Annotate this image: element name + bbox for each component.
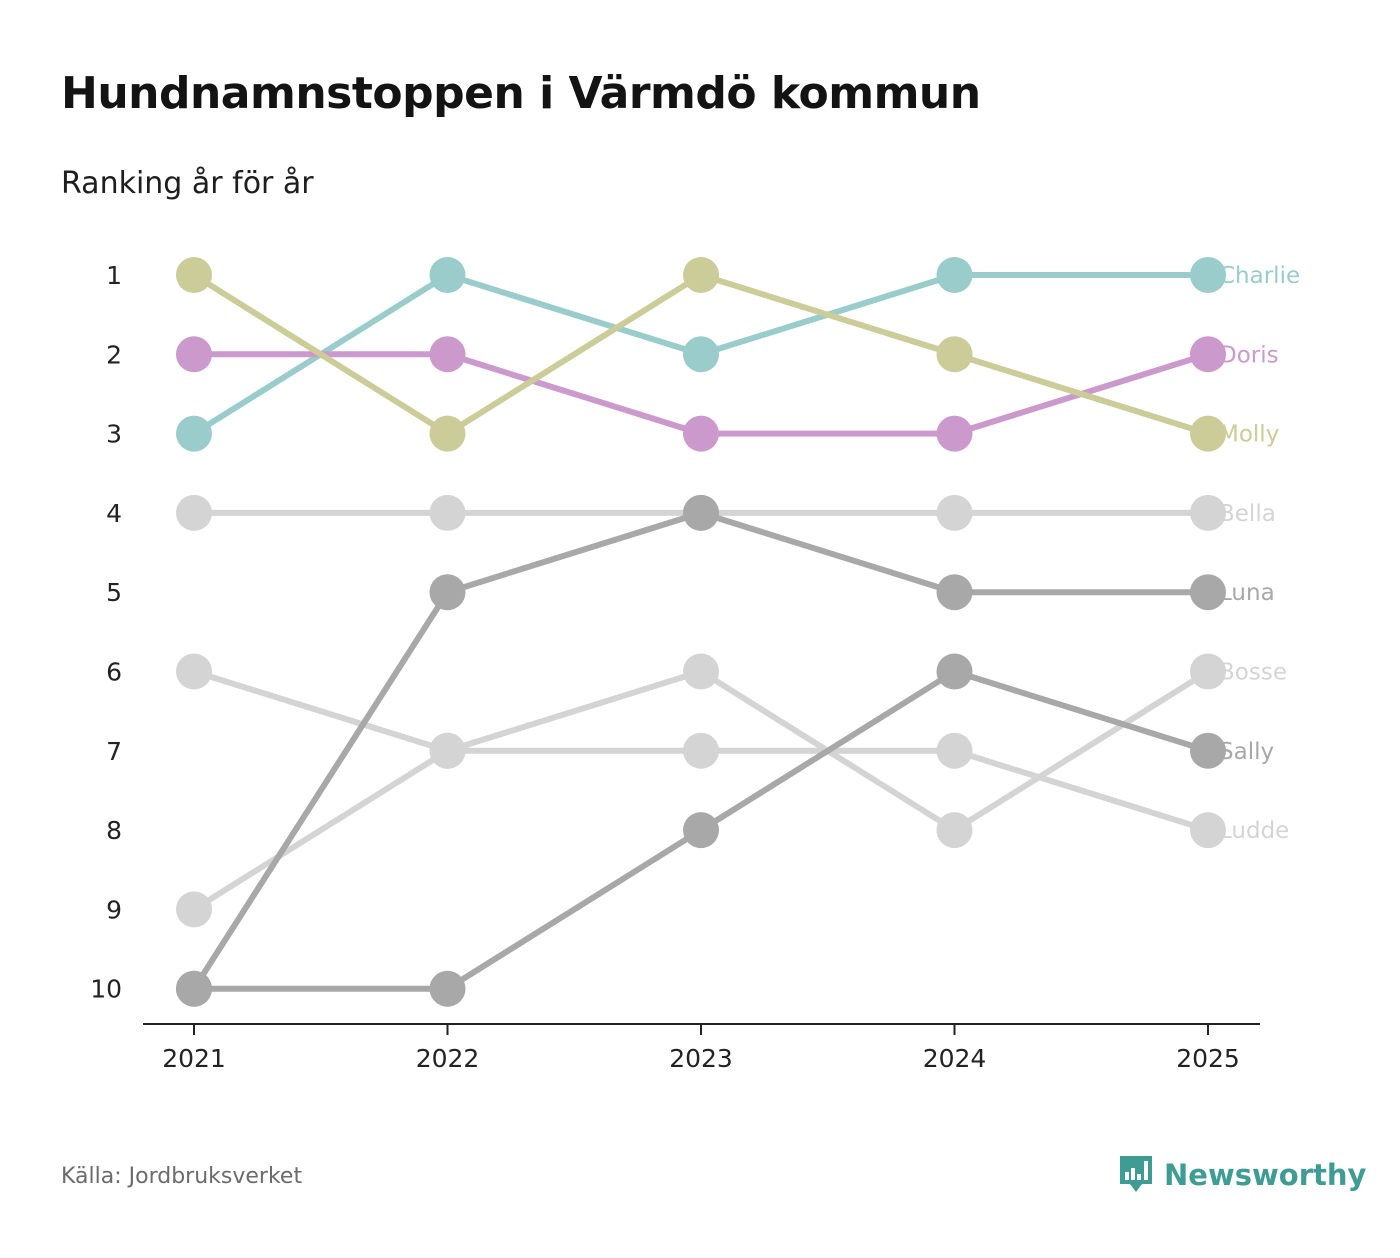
y-tick-label: 8 xyxy=(106,816,122,845)
point-luna xyxy=(683,494,719,531)
point-molly xyxy=(176,257,212,293)
point-doris xyxy=(176,336,212,373)
point-charlie xyxy=(683,336,719,373)
point-molly xyxy=(429,415,466,452)
point-bella xyxy=(1190,494,1226,531)
y-tick-label: 5 xyxy=(106,578,122,607)
point-doris xyxy=(1190,336,1226,373)
point-molly xyxy=(936,336,973,373)
source-note: Källa: Jordbruksverket xyxy=(61,1164,303,1189)
y-tick-label: 9 xyxy=(106,895,122,924)
point-bella xyxy=(176,494,212,531)
chart-title: Hundnamnstoppen i Värmdö kommun xyxy=(61,68,981,119)
point-bella xyxy=(936,494,973,531)
point-sally xyxy=(936,653,973,690)
point-ludde xyxy=(429,732,466,769)
point-charlie xyxy=(1190,257,1226,293)
point-ludde xyxy=(1190,812,1226,849)
newsworthy-logo-icon xyxy=(1120,1156,1152,1192)
point-bosse xyxy=(683,653,719,690)
point-bosse xyxy=(176,891,212,928)
series-label-doris: Doris xyxy=(1219,342,1279,368)
point-charlie xyxy=(176,415,212,452)
series-label-molly: Molly xyxy=(1219,422,1279,448)
point-sally xyxy=(176,970,212,1007)
chart-subtitle: Ranking år för år xyxy=(61,166,314,201)
point-doris xyxy=(936,415,973,452)
y-tick-label: 4 xyxy=(106,499,122,528)
x-tick-label: 2021 xyxy=(162,1044,226,1073)
y-tick-label: 3 xyxy=(106,420,122,449)
y-tick-label: 1 xyxy=(106,261,122,290)
point-ludde xyxy=(936,732,973,769)
series-label-charlie: Charlie xyxy=(1219,263,1300,289)
x-tick-label: 2025 xyxy=(1176,1044,1240,1073)
x-tick-label: 2024 xyxy=(923,1044,987,1073)
point-sally xyxy=(429,970,466,1007)
point-molly xyxy=(1190,415,1226,452)
point-molly xyxy=(683,257,719,293)
point-luna xyxy=(429,574,466,611)
point-sally xyxy=(1190,732,1226,769)
y-tick-label: 10 xyxy=(90,975,122,1004)
point-bosse xyxy=(1190,653,1226,690)
x-tick-label: 2023 xyxy=(669,1044,733,1073)
point-luna xyxy=(936,574,973,611)
point-charlie xyxy=(936,257,973,293)
y-tick-label: 7 xyxy=(106,737,122,766)
series-line-bosse xyxy=(191,668,1211,913)
series-label-bosse: Bosse xyxy=(1219,660,1287,686)
x-tick-label: 2022 xyxy=(416,1044,480,1073)
point-sally xyxy=(683,812,719,849)
point-charlie xyxy=(429,257,466,293)
bump-chart: 1 2 3 4 5 6 7 8 9 10 2021 2022 2023 2024 2025 Bella Boss… xyxy=(90,257,1300,1073)
series-label-luna: Luna xyxy=(1219,580,1275,606)
point-ludde xyxy=(176,653,212,690)
series-label-sally: Sally xyxy=(1219,739,1274,765)
point-doris xyxy=(429,336,466,373)
series-label-bella: Bella xyxy=(1219,501,1276,527)
y-tick-label: 2 xyxy=(106,340,122,369)
y-tick-label: 6 xyxy=(106,658,122,687)
point-luna xyxy=(1190,574,1226,611)
point-doris xyxy=(683,415,719,452)
point-bella xyxy=(429,494,466,531)
series-label-ludde: Ludde xyxy=(1219,818,1289,844)
point-ludde xyxy=(683,732,719,769)
brand-logo: Newsworthy xyxy=(1118,1154,1366,1196)
point-bosse xyxy=(936,812,973,849)
brand-name: Newsworthy xyxy=(1164,1158,1367,1192)
